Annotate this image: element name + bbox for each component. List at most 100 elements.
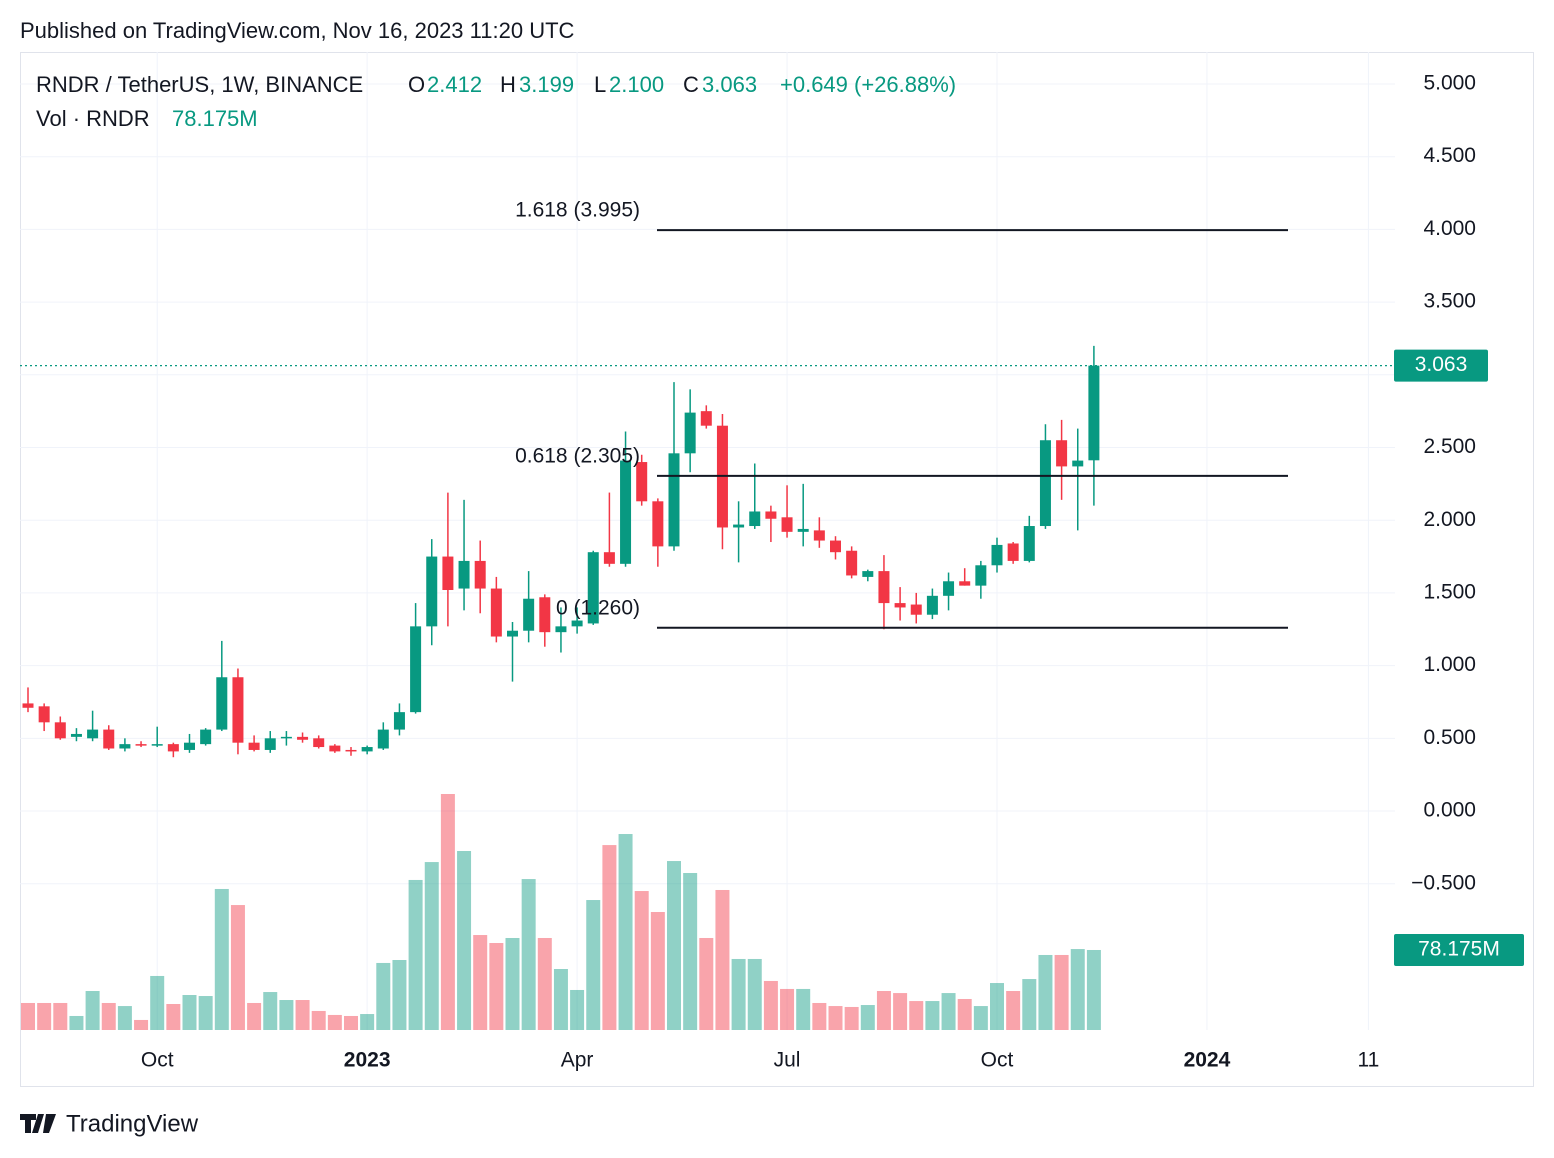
- candle-body: [264, 738, 276, 750]
- volume-bar: [1022, 979, 1037, 1030]
- candle-body: [280, 736, 292, 739]
- volume-bar: [537, 937, 552, 1030]
- logo-mark: [20, 1114, 56, 1133]
- candle-body: [894, 603, 906, 608]
- candle-body: [571, 620, 583, 627]
- candle-body: [135, 744, 147, 746]
- volume-bar: [473, 935, 488, 1030]
- y-tick-label: 4.000: [1423, 217, 1476, 240]
- volume-bar: [828, 1006, 843, 1030]
- candle-body: [910, 604, 922, 615]
- candle-body: [297, 736, 309, 740]
- volume-bar: [909, 1001, 924, 1030]
- volume-bar: [570, 989, 585, 1030]
- volume-bar: [1038, 954, 1053, 1030]
- h-label: H: [500, 72, 516, 97]
- candle-body: [652, 501, 664, 547]
- c-value: 3.063: [702, 72, 757, 97]
- candle-body: [248, 742, 260, 750]
- volume-bar: [586, 900, 601, 1030]
- volume-bar: [150, 975, 165, 1030]
- volume-bar: [893, 993, 908, 1030]
- volume-bar: [957, 998, 972, 1030]
- volume-tag: 78.175M: [1418, 938, 1500, 961]
- candle-body: [926, 595, 938, 615]
- candle-body: [797, 528, 809, 532]
- volume-bar: [925, 1001, 940, 1030]
- volume-bar: [279, 1000, 294, 1030]
- volume-bar: [424, 862, 439, 1030]
- candle-body: [167, 744, 179, 752]
- x-tick-label: Apr: [561, 1049, 594, 1072]
- l-value: 2.100: [609, 72, 664, 97]
- y-tick-label: 2.000: [1423, 508, 1476, 531]
- volume-bar: [360, 1014, 375, 1030]
- volume-bar: [53, 1002, 68, 1030]
- volume-bar: [214, 888, 229, 1030]
- change: +0.649 (+26.88%): [780, 72, 956, 97]
- candle-body: [636, 462, 648, 502]
- candle-body: [749, 511, 761, 527]
- y-tick-label: 1.000: [1423, 653, 1476, 676]
- x-tick-label: Jul: [774, 1049, 801, 1072]
- symbol: RNDR / TetherUS, 1W, BINANCE: [36, 72, 363, 97]
- x-tick-label: Oct: [981, 1049, 1014, 1072]
- volume-bar: [780, 988, 795, 1030]
- candle-body: [1007, 543, 1019, 561]
- volume-bar: [618, 834, 633, 1030]
- candle-body: [474, 560, 486, 589]
- candle-body: [620, 460, 632, 564]
- volume-bar: [844, 1006, 859, 1030]
- y-tick-label: 0.500: [1423, 726, 1476, 749]
- candle-body: [830, 540, 841, 553]
- volume-bar: [731, 958, 746, 1030]
- candle-body: [1088, 365, 1100, 461]
- volume-bar: [763, 980, 778, 1030]
- volume-bar: [134, 1019, 149, 1030]
- candle-body: [555, 626, 567, 633]
- candle-body: [862, 571, 874, 577]
- candle-body: [119, 744, 131, 749]
- candle-body: [377, 729, 389, 749]
- candle-body: [781, 517, 793, 532]
- published-header: Published on TradingView.com, Nov 16, 20…: [20, 18, 575, 43]
- y-tick-label: 5.000: [1423, 72, 1476, 95]
- candle-body: [393, 712, 405, 730]
- volume-bar: [247, 1002, 262, 1030]
- y-tick-label: 1.500: [1423, 580, 1476, 603]
- vol-value: 78.175M: [172, 106, 258, 131]
- volume-bar: [376, 962, 391, 1030]
- candle-body: [458, 560, 470, 589]
- candle-body: [442, 556, 454, 591]
- volume-bar: [101, 1002, 116, 1030]
- candle-body: [361, 747, 373, 752]
- volume-bar: [990, 983, 1004, 1030]
- candle-body: [587, 552, 599, 624]
- candle-body: [490, 588, 502, 637]
- footer-brand: TradingView: [66, 1110, 199, 1137]
- volume-bar: [166, 1004, 181, 1030]
- volume-bar: [37, 1002, 52, 1030]
- y-tick-label: 4.500: [1423, 144, 1476, 167]
- candle-body: [846, 550, 858, 576]
- candle-body: [426, 556, 438, 627]
- volume-bar: [1086, 949, 1101, 1030]
- volume-bar: [295, 1000, 310, 1030]
- volume-bar: [860, 1005, 875, 1030]
- candle-body: [103, 729, 115, 749]
- volume-bar: [796, 988, 811, 1030]
- candle-body: [991, 544, 1003, 566]
- volume-bar: [230, 905, 245, 1030]
- volume-bar: [699, 937, 714, 1030]
- volume-bar: [505, 937, 520, 1030]
- candle-body: [313, 738, 325, 748]
- o-value: 2.412: [427, 72, 482, 97]
- candle-body: [668, 453, 680, 547]
- x-tick-label: 11: [1358, 1049, 1380, 1072]
- volume-bar: [344, 1015, 358, 1030]
- volume-bar: [1006, 991, 1021, 1030]
- candle-body: [878, 571, 890, 604]
- volume-bar: [198, 996, 213, 1030]
- candle-body: [232, 677, 244, 743]
- candle-body: [1056, 440, 1068, 467]
